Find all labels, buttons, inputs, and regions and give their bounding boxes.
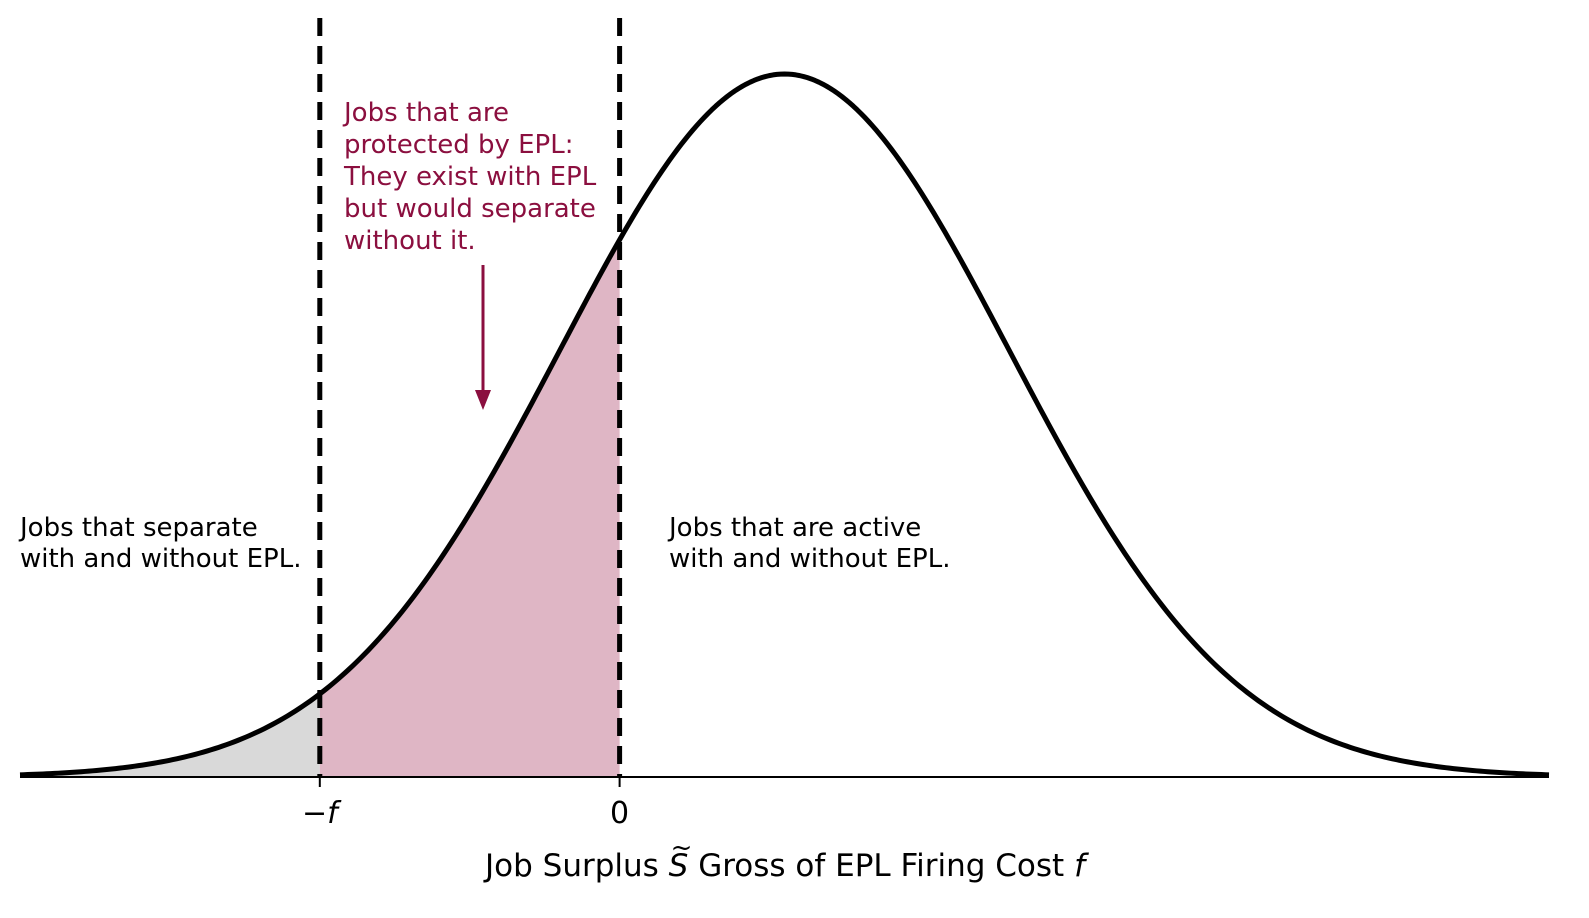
annotation-protected-line-2: protected by EPL: [344,130,573,160]
shaded-region-2 [319,239,620,777]
x-tick-label-2: 0 [610,796,629,831]
annotation-protected-line-4: but would separate [344,194,596,224]
annotation-active-line-2: with and without EPL. [669,544,950,574]
x-tick-label-1: −f [302,796,342,831]
annotation-protected-line-3: They exist with EPL [343,162,597,192]
annotation-separate-line-1: Jobs that separate [18,513,258,543]
annotation-separate-line-2: with and without EPL. [20,544,301,574]
x-ticks: −f 0 [302,777,629,831]
density-curve [19,71,1550,778]
x-axis-label-middle: Gross of EPL Firing Cost [688,848,1074,884]
annotation-protected-line-5: without it. [344,226,476,256]
dashed-lines [317,18,623,777]
shaded-region-1 [20,693,320,777]
x-axis-label: Job Surplus S Gross of EPL Firing Cost f [483,848,1089,884]
shaded-regions [20,239,620,777]
x-axis-label-prefix: Job Surplus [483,848,669,884]
x-axis-label-tilde: ~ [671,833,693,863]
x-axis-label-symbol: S [669,848,689,884]
x-axis-label-suffix: f [1074,848,1089,884]
annotation-arrow-head [475,390,491,410]
annotation-protected-line-1: Jobs that are [342,98,509,128]
annotation-active-line-1: Jobs that are active [667,513,921,543]
